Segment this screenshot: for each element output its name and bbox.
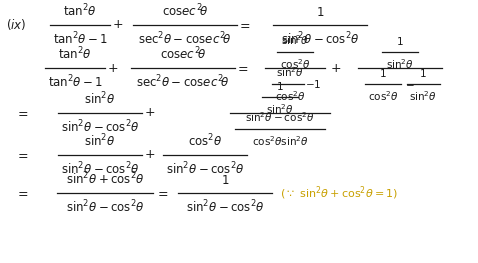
Text: $\sin^2\!\theta$: $\sin^2\!\theta$	[84, 90, 116, 107]
Text: $1$: $1$	[276, 80, 284, 92]
Text: $=$: $=$	[15, 107, 29, 119]
Text: $\tan^2\!\theta$: $\tan^2\!\theta$	[63, 2, 97, 19]
Text: $\sin^2\!\theta$: $\sin^2\!\theta$	[84, 132, 116, 149]
Text: $\sec^2\!\theta-\cos\!ec^2\!\theta$: $\sec^2\!\theta-\cos\!ec^2\!\theta$	[136, 74, 230, 90]
Text: $-$: $-$	[405, 79, 415, 89]
Text: $\cos^2\!\theta$: $\cos^2\!\theta$	[188, 132, 222, 149]
Text: $\sin^2\!\theta-\cos^2\!\theta$: $\sin^2\!\theta-\cos^2\!\theta$	[281, 31, 359, 48]
Text: $\sin^2\!\theta-\cos^2\!\theta$: $\sin^2\!\theta-\cos^2\!\theta$	[245, 110, 315, 124]
Text: $+$: $+$	[112, 18, 124, 32]
Text: $\tan^2\!\theta$: $\tan^2\!\theta$	[58, 45, 92, 62]
Text: $(ix)$: $(ix)$	[6, 18, 26, 33]
Text: $\sin^2\!\theta-\cos^2\!\theta$: $\sin^2\!\theta-\cos^2\!\theta$	[65, 199, 144, 216]
Text: $\sin^2\!\theta$: $\sin^2\!\theta$	[409, 89, 437, 103]
Text: $\sin^2\!\theta-\cos^2\!\theta$: $\sin^2\!\theta-\cos^2\!\theta$	[61, 161, 139, 178]
Text: $1$: $1$	[396, 35, 404, 47]
Text: $=$: $=$	[15, 186, 29, 200]
Text: $\sec^2\!\theta-\cos\!ec^2\!\theta$: $\sec^2\!\theta-\cos\!ec^2\!\theta$	[138, 31, 232, 48]
Text: $+$: $+$	[108, 62, 119, 74]
Text: $\cos^2\!\theta$: $\cos^2\!\theta$	[280, 57, 310, 71]
Text: $\cos^2\!\theta$: $\cos^2\!\theta$	[368, 89, 398, 103]
Text: $\sin^2\!\theta$: $\sin^2\!\theta$	[281, 33, 309, 47]
Text: $\cos\!ec^2\!\theta$: $\cos\!ec^2\!\theta$	[162, 2, 208, 19]
Text: $\sin^2\!\theta$: $\sin^2\!\theta$	[266, 102, 294, 116]
Text: $1$: $1$	[379, 67, 387, 79]
Text: $\tan^2\!\theta-1$: $\tan^2\!\theta-1$	[53, 31, 108, 48]
Text: $\tan^2\!\theta-1$: $\tan^2\!\theta-1$	[47, 74, 102, 90]
Text: $1$: $1$	[316, 6, 324, 19]
Text: $-1$: $-1$	[305, 78, 321, 90]
Text: $1$: $1$	[419, 67, 427, 79]
Text: $=$: $=$	[15, 149, 29, 161]
Text: $+$: $+$	[144, 149, 156, 161]
Text: $\sin^2\!\theta-\cos^2\!\theta$: $\sin^2\!\theta-\cos^2\!\theta$	[185, 199, 264, 216]
Text: $1$: $1$	[221, 174, 229, 187]
Text: $\cos^2\!\theta\sin^2\!\theta$: $\cos^2\!\theta\sin^2\!\theta$	[251, 134, 308, 148]
Text: $\cos\!ec^2\!\theta$: $\cos\!ec^2\!\theta$	[160, 45, 206, 62]
Text: $=$: $=$	[235, 62, 249, 74]
Text: $\sin^2\!\theta$: $\sin^2\!\theta$	[276, 65, 304, 79]
Text: $\sin^2\!\theta$: $\sin^2\!\theta$	[386, 57, 414, 71]
Text: $\sin^2\!\theta-\cos^2\!\theta$: $\sin^2\!\theta-\cos^2\!\theta$	[61, 119, 139, 136]
Text: $\sin^2\!\theta-\cos^2\!\theta$: $\sin^2\!\theta-\cos^2\!\theta$	[166, 161, 244, 178]
Text: $\cos^2\!\theta$: $\cos^2\!\theta$	[275, 89, 305, 103]
Text: $=$: $=$	[237, 18, 251, 32]
Text: $+$: $+$	[144, 107, 156, 119]
Text: $+$: $+$	[330, 62, 342, 74]
Text: $(\because\ \sin^2\!\theta+\cos^2\!\theta=1)$: $(\because\ \sin^2\!\theta+\cos^2\!\thet…	[280, 184, 398, 202]
Text: $=$: $=$	[155, 186, 169, 200]
Text: $\sin^2\!\theta+\cos^2\!\theta$: $\sin^2\!\theta+\cos^2\!\theta$	[65, 170, 144, 187]
